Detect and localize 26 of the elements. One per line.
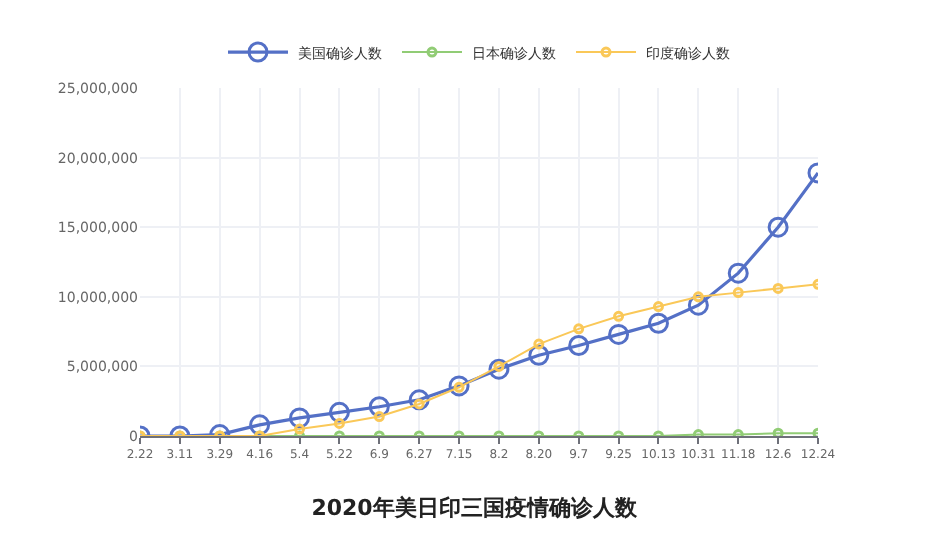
point (368, 396, 390, 418)
point (692, 291, 704, 303)
point (652, 301, 664, 313)
point (528, 344, 550, 366)
point (608, 323, 630, 345)
point (373, 411, 385, 423)
point (408, 389, 430, 411)
point (294, 423, 306, 435)
point (647, 312, 669, 334)
point (613, 310, 625, 322)
point (687, 294, 709, 316)
point (249, 414, 271, 436)
point (533, 338, 545, 350)
point (772, 282, 784, 294)
point (573, 323, 585, 335)
point (333, 417, 345, 429)
point (448, 375, 470, 397)
point (767, 216, 789, 238)
point (289, 407, 311, 429)
point (488, 358, 510, 380)
point (568, 335, 590, 357)
point (732, 287, 744, 299)
point (328, 401, 350, 423)
text: 2020年美日印三国疫情确诊人数 (311, 494, 639, 521)
point (727, 262, 749, 284)
point (772, 427, 784, 436)
